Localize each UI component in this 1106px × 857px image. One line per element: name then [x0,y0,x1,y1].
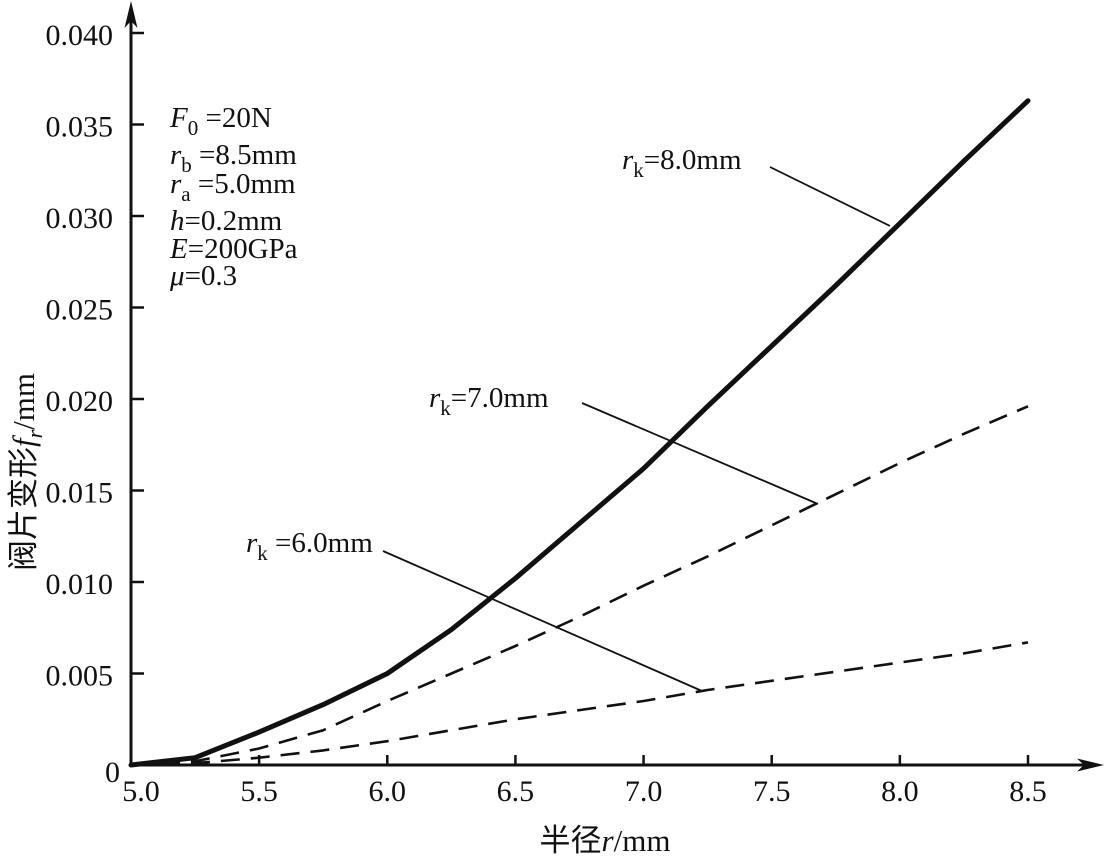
x-tick-label-6.5: 6.5 [497,775,535,808]
y-tick-label-0.010: 0.010 [46,568,114,601]
x-tick-label-8.5: 8.5 [1009,775,1047,808]
x-tick-label-5.0: 5.0 [122,775,160,808]
curve-rk-8.0mm [128,98,1031,768]
y-tick-label-0.015: 0.015 [46,477,114,510]
curve-label-rk-6.0mm: rk =6.0mm [246,527,373,565]
curve-rk-6.0mm [130,641,1029,767]
leader-line-rk-6.0mm [382,550,703,692]
y-tick-label-0.030: 0.030 [46,202,114,235]
x-tick-label-8.0: 8.0 [881,775,919,808]
ticks-group: 5.0 5.5 6.0 6.5 7.0 7.5 8.0 8.5 0 0.005 0.010 0.015… [46,19,1047,808]
x-tick-label-6.0: 6.0 [369,775,407,808]
annotation-line-4: E=200GPa [169,233,298,265]
curve-label-rk-8.0mm: rk=8.0mm [622,144,742,182]
curve-rk-7.0mm [130,405,1029,767]
x-tick-label-7.0: 7.0 [625,775,663,808]
x-axis-title: 半径r/mm [540,823,671,857]
curve-label-rk-7.0mm: rk=7.0mm [429,382,549,420]
annotation-line-5: μ=0.3 [169,260,237,292]
x-axis-arrowhead-icon [1077,758,1104,772]
annotation-line-3: h=0.2mm [170,205,283,237]
y-tick-label-0: 0 [105,756,120,789]
y-tick-label-0.005: 0.005 [46,660,114,693]
annotation-line-1: rb =8.5mm [170,139,297,177]
y-tick-label-0.020: 0.020 [46,385,114,418]
y-tick-label-0.035: 0.035 [46,111,114,144]
axes-group [124,1,1104,772]
leader-line-rk-8.0mm [769,166,891,227]
annotation-line-2: ra =5.0mm [170,168,296,206]
x-tick-label-7.5: 7.5 [753,775,791,808]
annotation-line-0: F0 =20N [169,102,272,140]
y-tick-label-0.025: 0.025 [46,294,114,327]
y-tick-label-0.040: 0.040 [46,19,114,52]
y-axis-title: 阀片变形fr/mm [6,373,47,571]
leader-line-rk-7.0mm [581,402,819,505]
curves-group [128,98,1031,768]
y-axis-arrowhead-icon [124,1,138,28]
x-tick-label-5.5: 5.5 [240,775,278,808]
